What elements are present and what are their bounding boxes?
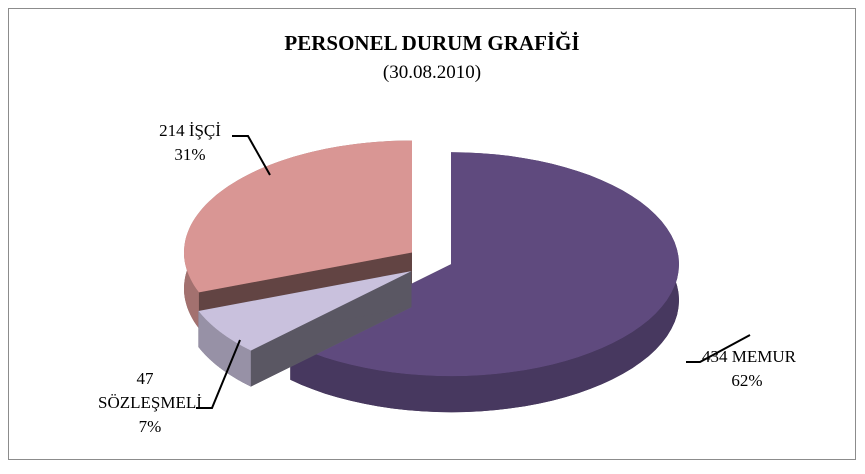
percent-label: 62%	[731, 371, 762, 390]
slice-side	[198, 311, 251, 387]
category-label: İŞÇİ	[189, 121, 221, 140]
percent-label: 31%	[174, 145, 205, 164]
slice-side	[290, 152, 679, 413]
category-label: SÖZLEŞMELİ	[98, 393, 202, 412]
chart-subtitle: (30.08.2010)	[383, 62, 481, 83]
data-label: 214 İŞÇİ	[159, 121, 221, 140]
leader-line	[196, 339, 241, 409]
value-label: 47	[137, 369, 155, 388]
chart-title: PERSONEL DURUM GRAFİĞİ	[284, 31, 579, 55]
data-label: 434 MEMUR	[702, 347, 797, 366]
leader-line	[232, 135, 271, 176]
percent-label: 7%	[139, 417, 162, 436]
value-label: 434	[702, 347, 728, 366]
slice-top	[290, 152, 679, 377]
slice-top	[198, 271, 412, 351]
leader-line	[686, 334, 751, 363]
category-label: MEMUR	[732, 347, 797, 366]
value-label: 214	[159, 121, 185, 140]
pie	[184, 140, 679, 413]
slice-top	[184, 140, 412, 293]
